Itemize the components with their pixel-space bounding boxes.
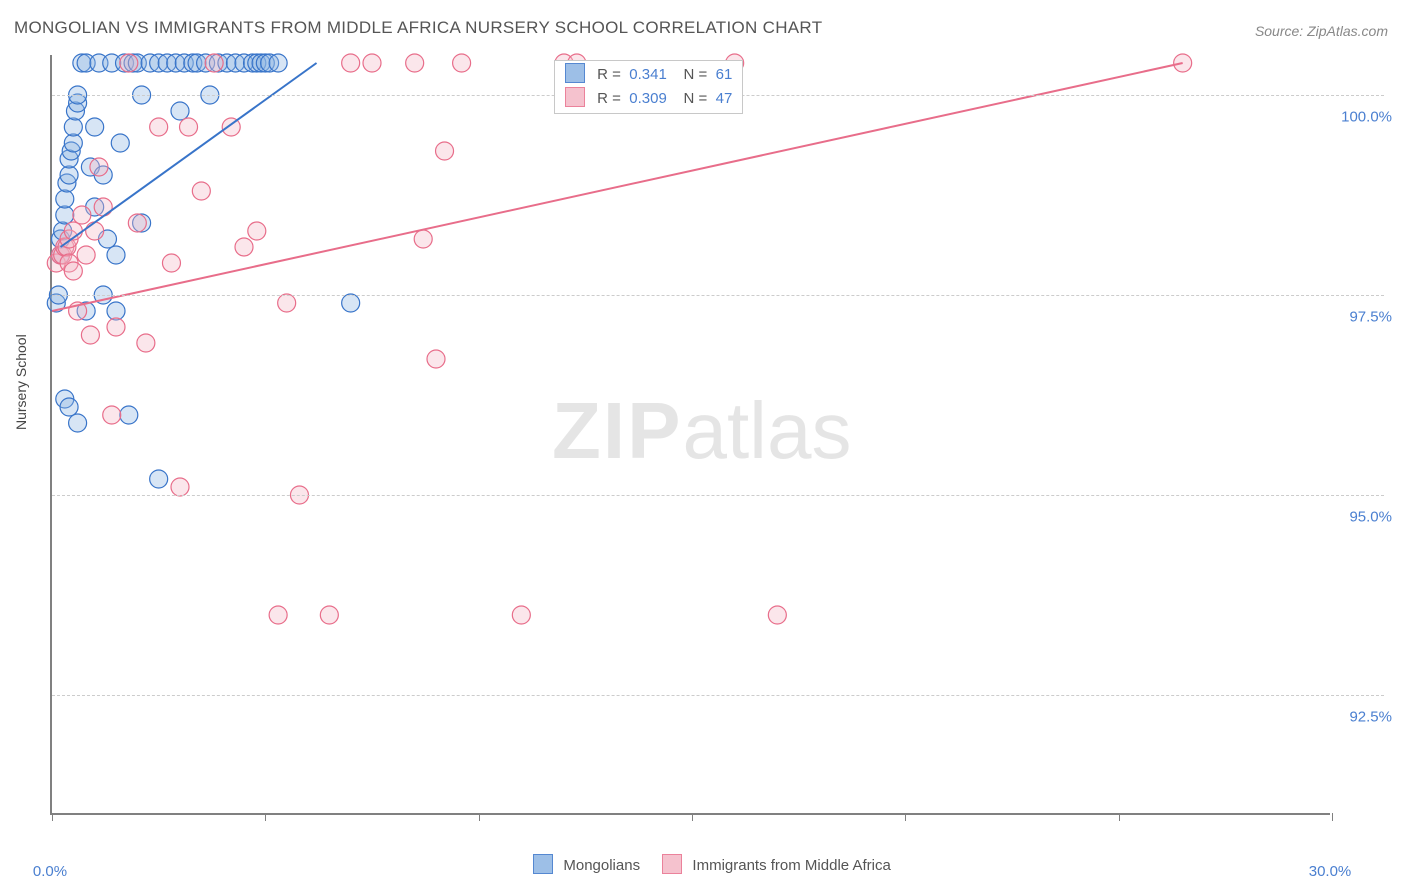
scatter-point xyxy=(235,238,253,256)
scatter-svg xyxy=(52,55,1330,813)
scatter-point xyxy=(269,606,287,624)
scatter-point xyxy=(86,118,104,136)
scatter-point xyxy=(90,158,108,176)
scatter-point xyxy=(269,54,287,72)
scatter-point xyxy=(320,606,338,624)
scatter-point xyxy=(150,470,168,488)
scatter-point xyxy=(107,302,125,320)
scatter-point xyxy=(363,54,381,72)
scatter-point xyxy=(137,334,155,352)
scatter-point xyxy=(120,406,138,424)
y-tick-label: 95.0% xyxy=(1349,509,1392,526)
y-tick-label: 100.0% xyxy=(1341,109,1392,126)
plot-area: ZIPatlas xyxy=(50,55,1330,815)
scatter-point xyxy=(107,318,125,336)
legend-swatch-series2 xyxy=(662,854,682,874)
gridline xyxy=(52,495,1384,496)
scatter-point xyxy=(150,118,168,136)
stat-row-series1: R = 0.341 N = 61 xyxy=(565,63,732,87)
scatter-point xyxy=(107,246,125,264)
scatter-point xyxy=(436,142,454,160)
trend-line xyxy=(61,63,317,247)
scatter-point xyxy=(77,246,95,264)
scatter-point xyxy=(180,118,198,136)
scatter-point xyxy=(512,606,530,624)
scatter-point xyxy=(128,214,146,232)
x-tick xyxy=(1332,813,1333,821)
x-tick xyxy=(1119,813,1120,821)
scatter-point xyxy=(414,230,432,248)
scatter-point xyxy=(120,54,138,72)
scatter-point xyxy=(205,54,223,72)
scatter-point xyxy=(453,54,471,72)
x-tick xyxy=(905,813,906,821)
legend-swatch-series2 xyxy=(565,87,585,107)
scatter-point xyxy=(171,102,189,120)
y-tick-label: 97.5% xyxy=(1349,309,1392,326)
scatter-point xyxy=(56,190,74,208)
x-tick xyxy=(692,813,693,821)
scatter-point xyxy=(56,206,74,224)
stat-box: R = 0.341 N = 61 R = 0.309 N = 47 xyxy=(554,60,743,114)
scatter-point xyxy=(406,54,424,72)
y-axis-label: Nursery School xyxy=(13,334,29,430)
scatter-point xyxy=(427,350,445,368)
scatter-point xyxy=(73,206,91,224)
scatter-point xyxy=(60,166,78,184)
legend-bottom: Mongolians Immigrants from Middle Africa xyxy=(0,854,1406,874)
scatter-point xyxy=(64,134,82,152)
plot-inner xyxy=(52,55,1330,813)
scatter-point xyxy=(111,134,129,152)
source-attribution: Source: ZipAtlas.com xyxy=(1255,23,1388,39)
scatter-point xyxy=(86,222,104,240)
x-tick-label: 30.0% xyxy=(1309,863,1352,880)
scatter-point xyxy=(64,262,82,280)
chart-title: MONGOLIAN VS IMMIGRANTS FROM MIDDLE AFRI… xyxy=(14,18,822,38)
scatter-point xyxy=(94,198,112,216)
scatter-point xyxy=(60,398,78,416)
legend-label-series2: Immigrants from Middle Africa xyxy=(692,857,890,874)
legend-swatch-series1 xyxy=(533,854,553,874)
x-tick xyxy=(52,813,53,821)
stat-row-series2: R = 0.309 N = 47 xyxy=(565,87,732,111)
x-tick xyxy=(265,813,266,821)
scatter-point xyxy=(278,294,296,312)
scatter-point xyxy=(192,182,210,200)
scatter-point xyxy=(768,606,786,624)
scatter-point xyxy=(64,118,82,136)
scatter-point xyxy=(103,406,121,424)
scatter-point xyxy=(342,294,360,312)
scatter-point xyxy=(162,254,180,272)
gridline xyxy=(52,295,1384,296)
scatter-point xyxy=(69,414,87,432)
scatter-point xyxy=(81,326,99,344)
x-tick-label: 0.0% xyxy=(33,863,67,880)
scatter-point xyxy=(342,54,360,72)
gridline xyxy=(52,695,1384,696)
x-tick xyxy=(479,813,480,821)
scatter-point xyxy=(248,222,266,240)
y-tick-label: 92.5% xyxy=(1349,709,1392,726)
legend-label-series1: Mongolians xyxy=(563,857,640,874)
legend-swatch-series1 xyxy=(565,63,585,83)
scatter-point xyxy=(171,478,189,496)
